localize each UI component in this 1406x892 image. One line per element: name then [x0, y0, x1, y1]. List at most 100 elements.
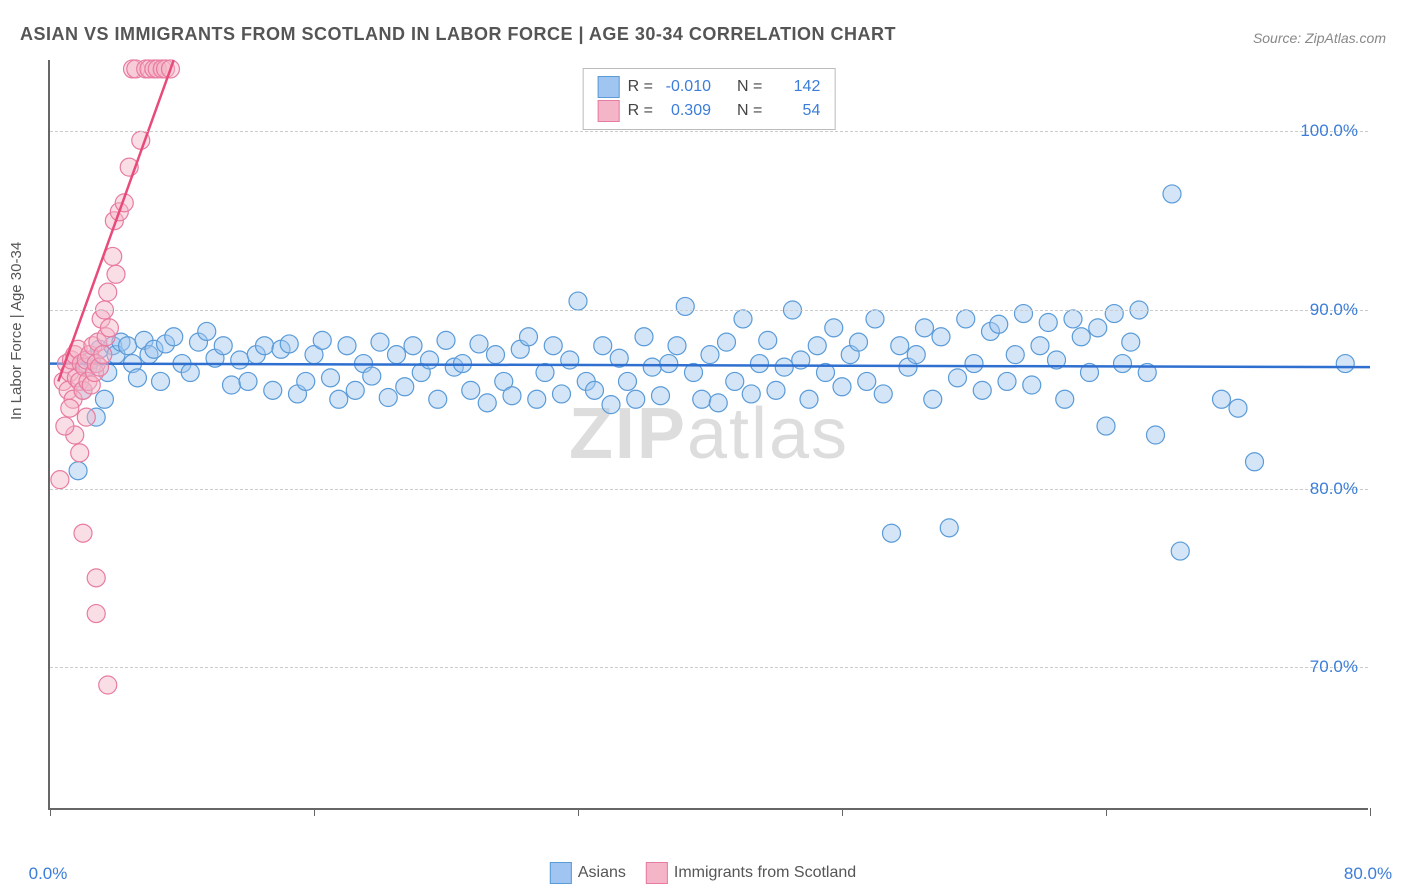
scatter-point: [775, 358, 793, 376]
scatter-point: [363, 367, 381, 385]
scatter-point: [693, 390, 711, 408]
legend-r-value: -0.010: [661, 75, 711, 99]
scatter-point: [652, 387, 670, 405]
legend-correlation-row: R =-0.010N =142: [598, 75, 821, 99]
scatter-point: [429, 390, 447, 408]
legend-correlation-row: R =0.309N =54: [598, 99, 821, 123]
scatter-point: [379, 389, 397, 407]
scatter-point: [95, 390, 113, 408]
scatter-point: [767, 381, 785, 399]
scatter-point: [1105, 305, 1123, 323]
scatter-point: [676, 297, 694, 315]
y-tick-label: 100.0%: [1300, 121, 1358, 141]
scatter-point: [808, 337, 826, 355]
scatter-point: [759, 331, 777, 349]
scatter-point: [916, 319, 934, 337]
scatter-point: [940, 519, 958, 537]
scatter-point: [1163, 185, 1181, 203]
gridline-h: [50, 131, 1368, 132]
scatter-point: [553, 385, 571, 403]
scatter-point: [643, 358, 661, 376]
scatter-point: [256, 337, 274, 355]
scatter-point: [119, 337, 137, 355]
x-tick-label: 80.0%: [1344, 864, 1392, 884]
scatter-point: [1171, 542, 1189, 560]
scatter-point: [800, 390, 818, 408]
legend-swatch: [550, 862, 572, 884]
scatter-point: [528, 390, 546, 408]
scatter-point: [1039, 314, 1057, 332]
scatter-point: [586, 381, 604, 399]
scatter-point: [833, 378, 851, 396]
scatter-point: [734, 310, 752, 328]
scatter-point: [470, 335, 488, 353]
scatter-point: [858, 372, 876, 390]
scatter-point: [338, 337, 356, 355]
scatter-point: [1246, 453, 1264, 471]
scatter-point: [998, 372, 1016, 390]
trend-line: [50, 364, 1370, 368]
legend-swatch: [646, 862, 668, 884]
scatter-point: [322, 369, 340, 387]
scatter-point: [487, 346, 505, 364]
scatter-point: [503, 387, 521, 405]
scatter-point: [1147, 426, 1165, 444]
scatter-point: [924, 390, 942, 408]
x-tick: [842, 808, 843, 816]
scatter-point: [462, 381, 480, 399]
legend-n-value: 142: [770, 75, 820, 99]
y-tick-label: 70.0%: [1310, 657, 1358, 677]
scatter-point: [627, 390, 645, 408]
scatter-point: [56, 417, 74, 435]
scatter-point: [726, 372, 744, 390]
x-tick: [1106, 808, 1107, 816]
gridline-h: [50, 489, 1368, 490]
scatter-point: [87, 569, 105, 587]
scatter-point: [51, 471, 69, 489]
scatter-point: [1089, 319, 1107, 337]
scatter-point: [181, 364, 199, 382]
scatter-point: [561, 351, 579, 369]
x-tick: [578, 808, 579, 816]
scatter-point: [77, 408, 95, 426]
legend-swatch: [598, 100, 620, 122]
scatter-point: [1023, 376, 1041, 394]
scatter-point: [1213, 390, 1231, 408]
legend-r-label: R =: [628, 99, 653, 123]
legend-series-label: Asians: [578, 864, 626, 882]
source-attribution: Source: ZipAtlas.com: [1253, 30, 1386, 46]
y-tick-label: 80.0%: [1310, 479, 1358, 499]
legend-n-label: N =: [737, 99, 762, 123]
scatter-point: [69, 462, 87, 480]
scatter-point: [569, 292, 587, 310]
scatter-point: [660, 355, 678, 373]
scatter-point: [437, 331, 455, 349]
scatter-point: [709, 394, 727, 412]
scatter-point: [544, 337, 562, 355]
scatter-point: [1114, 355, 1132, 373]
legend-n-value: 54: [770, 99, 820, 123]
scatter-point: [1229, 399, 1247, 417]
gridline-h: [50, 310, 1368, 311]
scatter-point: [1097, 417, 1115, 435]
scatter-point: [404, 337, 422, 355]
gridline-h: [50, 667, 1368, 668]
scatter-point: [635, 328, 653, 346]
scatter-point: [949, 369, 967, 387]
x-tick: [314, 808, 315, 816]
scatter-point: [223, 376, 241, 394]
correlation-chart: ASIAN VS IMMIGRANTS FROM SCOTLAND IN LAB…: [0, 0, 1406, 892]
legend-series: AsiansImmigrants from Scotland: [550, 862, 856, 884]
scatter-point: [990, 315, 1008, 333]
scatter-point: [520, 328, 538, 346]
legend-n-label: N =: [737, 75, 762, 99]
scatter-point: [825, 319, 843, 337]
y-tick-label: 90.0%: [1310, 300, 1358, 320]
x-tick-label: 0.0%: [29, 864, 68, 884]
x-tick: [1370, 808, 1371, 816]
y-axis-label: In Labor Force | Age 30-34: [8, 242, 25, 420]
scatter-point: [165, 328, 183, 346]
scatter-point: [594, 337, 612, 355]
scatter-point: [1006, 346, 1024, 364]
scatter-point: [751, 355, 769, 373]
